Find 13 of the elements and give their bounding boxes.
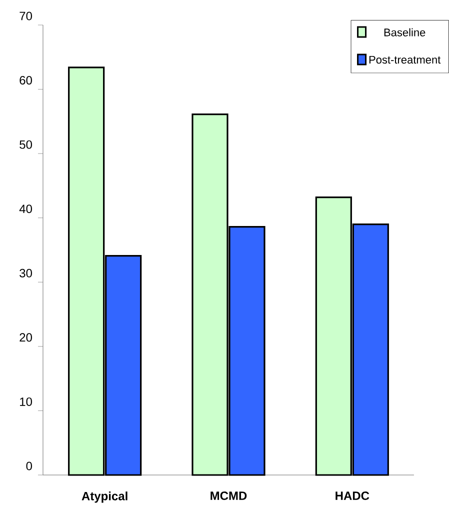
y-tick-label: 20 [20, 333, 32, 342]
legend-label: Post-treatment [369, 56, 441, 64]
y-tick-label: 50 [20, 140, 32, 149]
x-tick-label: MCMD [210, 492, 247, 500]
x-tick-label: HADC [336, 492, 370, 500]
y-tick-label: 30 [20, 268, 32, 278]
x-tick-label: Atypical [82, 492, 128, 503]
y-tick-label: 70 [20, 12, 32, 20]
legend-label: Baseline [384, 28, 426, 36]
y-tick-label: 0 [26, 462, 32, 470]
y-tick-label: 10 [20, 397, 32, 406]
y-tick-label: 40 [19, 204, 32, 214]
y-tick-label: 60 [20, 76, 32, 85]
